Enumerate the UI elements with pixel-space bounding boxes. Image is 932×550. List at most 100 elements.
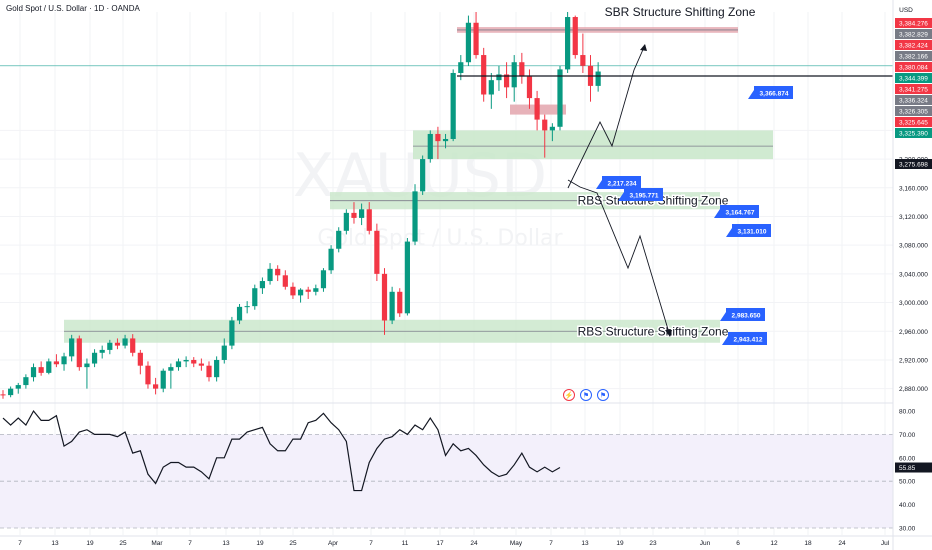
- rsi-tick: 30.00: [899, 525, 916, 532]
- candle-body: [442, 138, 449, 142]
- time-axis[interactable]: 7 13 19 25 Mar 7 13 19 25 Apr 7 11 17 24 May 7 13 19 23 Jun…: [0, 535, 932, 547]
- annotation-text: 3,195.771: [630, 193, 659, 200]
- candle-body: [580, 55, 586, 66]
- price-tag: [895, 51, 932, 61]
- candle-body: [206, 365, 212, 378]
- candle-body: [389, 291, 395, 321]
- rsi-tick: 70.00: [899, 432, 916, 439]
- candle-body: [46, 361, 52, 373]
- symbol-header: Gold Spot / U.S. Dollar · 1D · OANDA: [6, 4, 140, 13]
- annotation-text: 3,366.874: [760, 91, 789, 98]
- time-tick: 25: [289, 540, 297, 547]
- candle-body: [168, 367, 174, 371]
- time-tick: 7: [549, 540, 553, 547]
- price-axis[interactable]: USD3,240.0003,200.0003,160.0003,120.0003…: [892, 0, 932, 550]
- price-tick: 3,160.000: [899, 185, 928, 192]
- candle-body: [503, 74, 510, 88]
- price-tick: 2,960.000: [899, 329, 928, 336]
- candle-body: [519, 62, 525, 77]
- time-tick: Apr: [328, 540, 339, 547]
- time-tick: 11: [402, 540, 409, 547]
- candle-body: [84, 363, 90, 368]
- candle-body: [336, 230, 342, 249]
- candle-body: [267, 268, 273, 282]
- annotation-text: 3,164.767: [726, 210, 755, 217]
- candle-body: [137, 352, 143, 366]
- flag-icon: [580, 389, 592, 401]
- zone-label: SBR Structure Shifting Zone: [605, 5, 756, 19]
- rsi-value-text: 55.85: [899, 465, 916, 472]
- annotation-text: 2,943.412: [734, 337, 763, 344]
- time-tick: 7: [369, 540, 373, 547]
- price-tag-text: 3,382.829: [899, 32, 928, 39]
- candle-body: [320, 270, 327, 289]
- time-tick: 12: [770, 540, 778, 547]
- price-tick: 3,000.000: [899, 300, 928, 307]
- annotation-callout: [748, 86, 793, 99]
- price-tag: [895, 73, 932, 83]
- candle-body: [404, 241, 410, 314]
- time-tick: 25: [119, 540, 127, 547]
- price-tick: 3,040.000: [899, 271, 928, 278]
- price-tag: [895, 95, 932, 105]
- price-tag-text: 3,380.084: [899, 65, 928, 72]
- candle-body: [427, 133, 433, 160]
- candle-body: [565, 17, 571, 70]
- candle-body: [198, 363, 204, 366]
- candle-body: [252, 288, 258, 307]
- price-tag: [895, 18, 932, 28]
- annotation-text: 2,217.234: [608, 181, 637, 188]
- candle-body: [122, 338, 128, 346]
- annotation-callout: [618, 188, 663, 201]
- rsi-tick: 60.00: [899, 455, 916, 462]
- price-tag: [895, 29, 932, 39]
- zone-label: RBS Structure Shifting Zone: [578, 324, 729, 338]
- time-tick: 13: [222, 540, 230, 547]
- candle-body: [549, 126, 555, 131]
- candle-body: [221, 345, 227, 360]
- candle-body: [450, 72, 456, 139]
- price-tick: 2,920.000: [899, 357, 928, 364]
- candle-body: [488, 80, 494, 95]
- candle-body: [53, 361, 60, 365]
- time-tick: 19: [256, 540, 264, 547]
- candle-body: [8, 388, 14, 396]
- candle-body: [23, 377, 29, 386]
- annotation-callout: [596, 176, 641, 189]
- candle-body: [61, 356, 67, 365]
- time-tick: 7: [188, 540, 192, 547]
- rsi-tick: 50.00: [899, 479, 916, 486]
- candle-body: [145, 365, 151, 385]
- candle-body: [595, 71, 601, 86]
- price-tick: 3,080.000: [899, 243, 928, 250]
- price-tag-text: 3,341.275: [899, 87, 928, 94]
- price-tag: [895, 40, 932, 50]
- annotation-callout: [726, 224, 771, 237]
- candle-body: [282, 275, 288, 287]
- lightning-icon-glyph: ⚡: [565, 391, 574, 400]
- price-tag-text: 3,326.305: [899, 109, 928, 116]
- candle-body: [153, 384, 159, 389]
- annotation-callout: [720, 308, 765, 321]
- time-tick: 13: [581, 540, 589, 547]
- candle-body: [229, 320, 235, 346]
- event-icons[interactable]: ⚡ ⚑ ⚑: [563, 389, 609, 401]
- lightning-icon: [563, 389, 575, 401]
- time-tick: Jul: [881, 540, 890, 547]
- price-tag: [895, 128, 932, 138]
- price-tag-text: 3,344.399: [899, 76, 928, 83]
- annotation-callout: [722, 332, 767, 345]
- time-tick: 7: [18, 540, 22, 547]
- candle-body: [366, 209, 372, 231]
- bullish-path: [567, 44, 646, 189]
- candle-body: [244, 306, 250, 308]
- bullish-arrowhead: [640, 44, 647, 51]
- candle-body: [107, 342, 113, 350]
- time-tick: 18: [804, 540, 812, 547]
- time-tick: 23: [649, 540, 657, 547]
- rsi-panel: [0, 402, 932, 529]
- candle-body: [351, 212, 357, 218]
- candle-body: [534, 98, 540, 120]
- rsi-line: [2, 409, 561, 492]
